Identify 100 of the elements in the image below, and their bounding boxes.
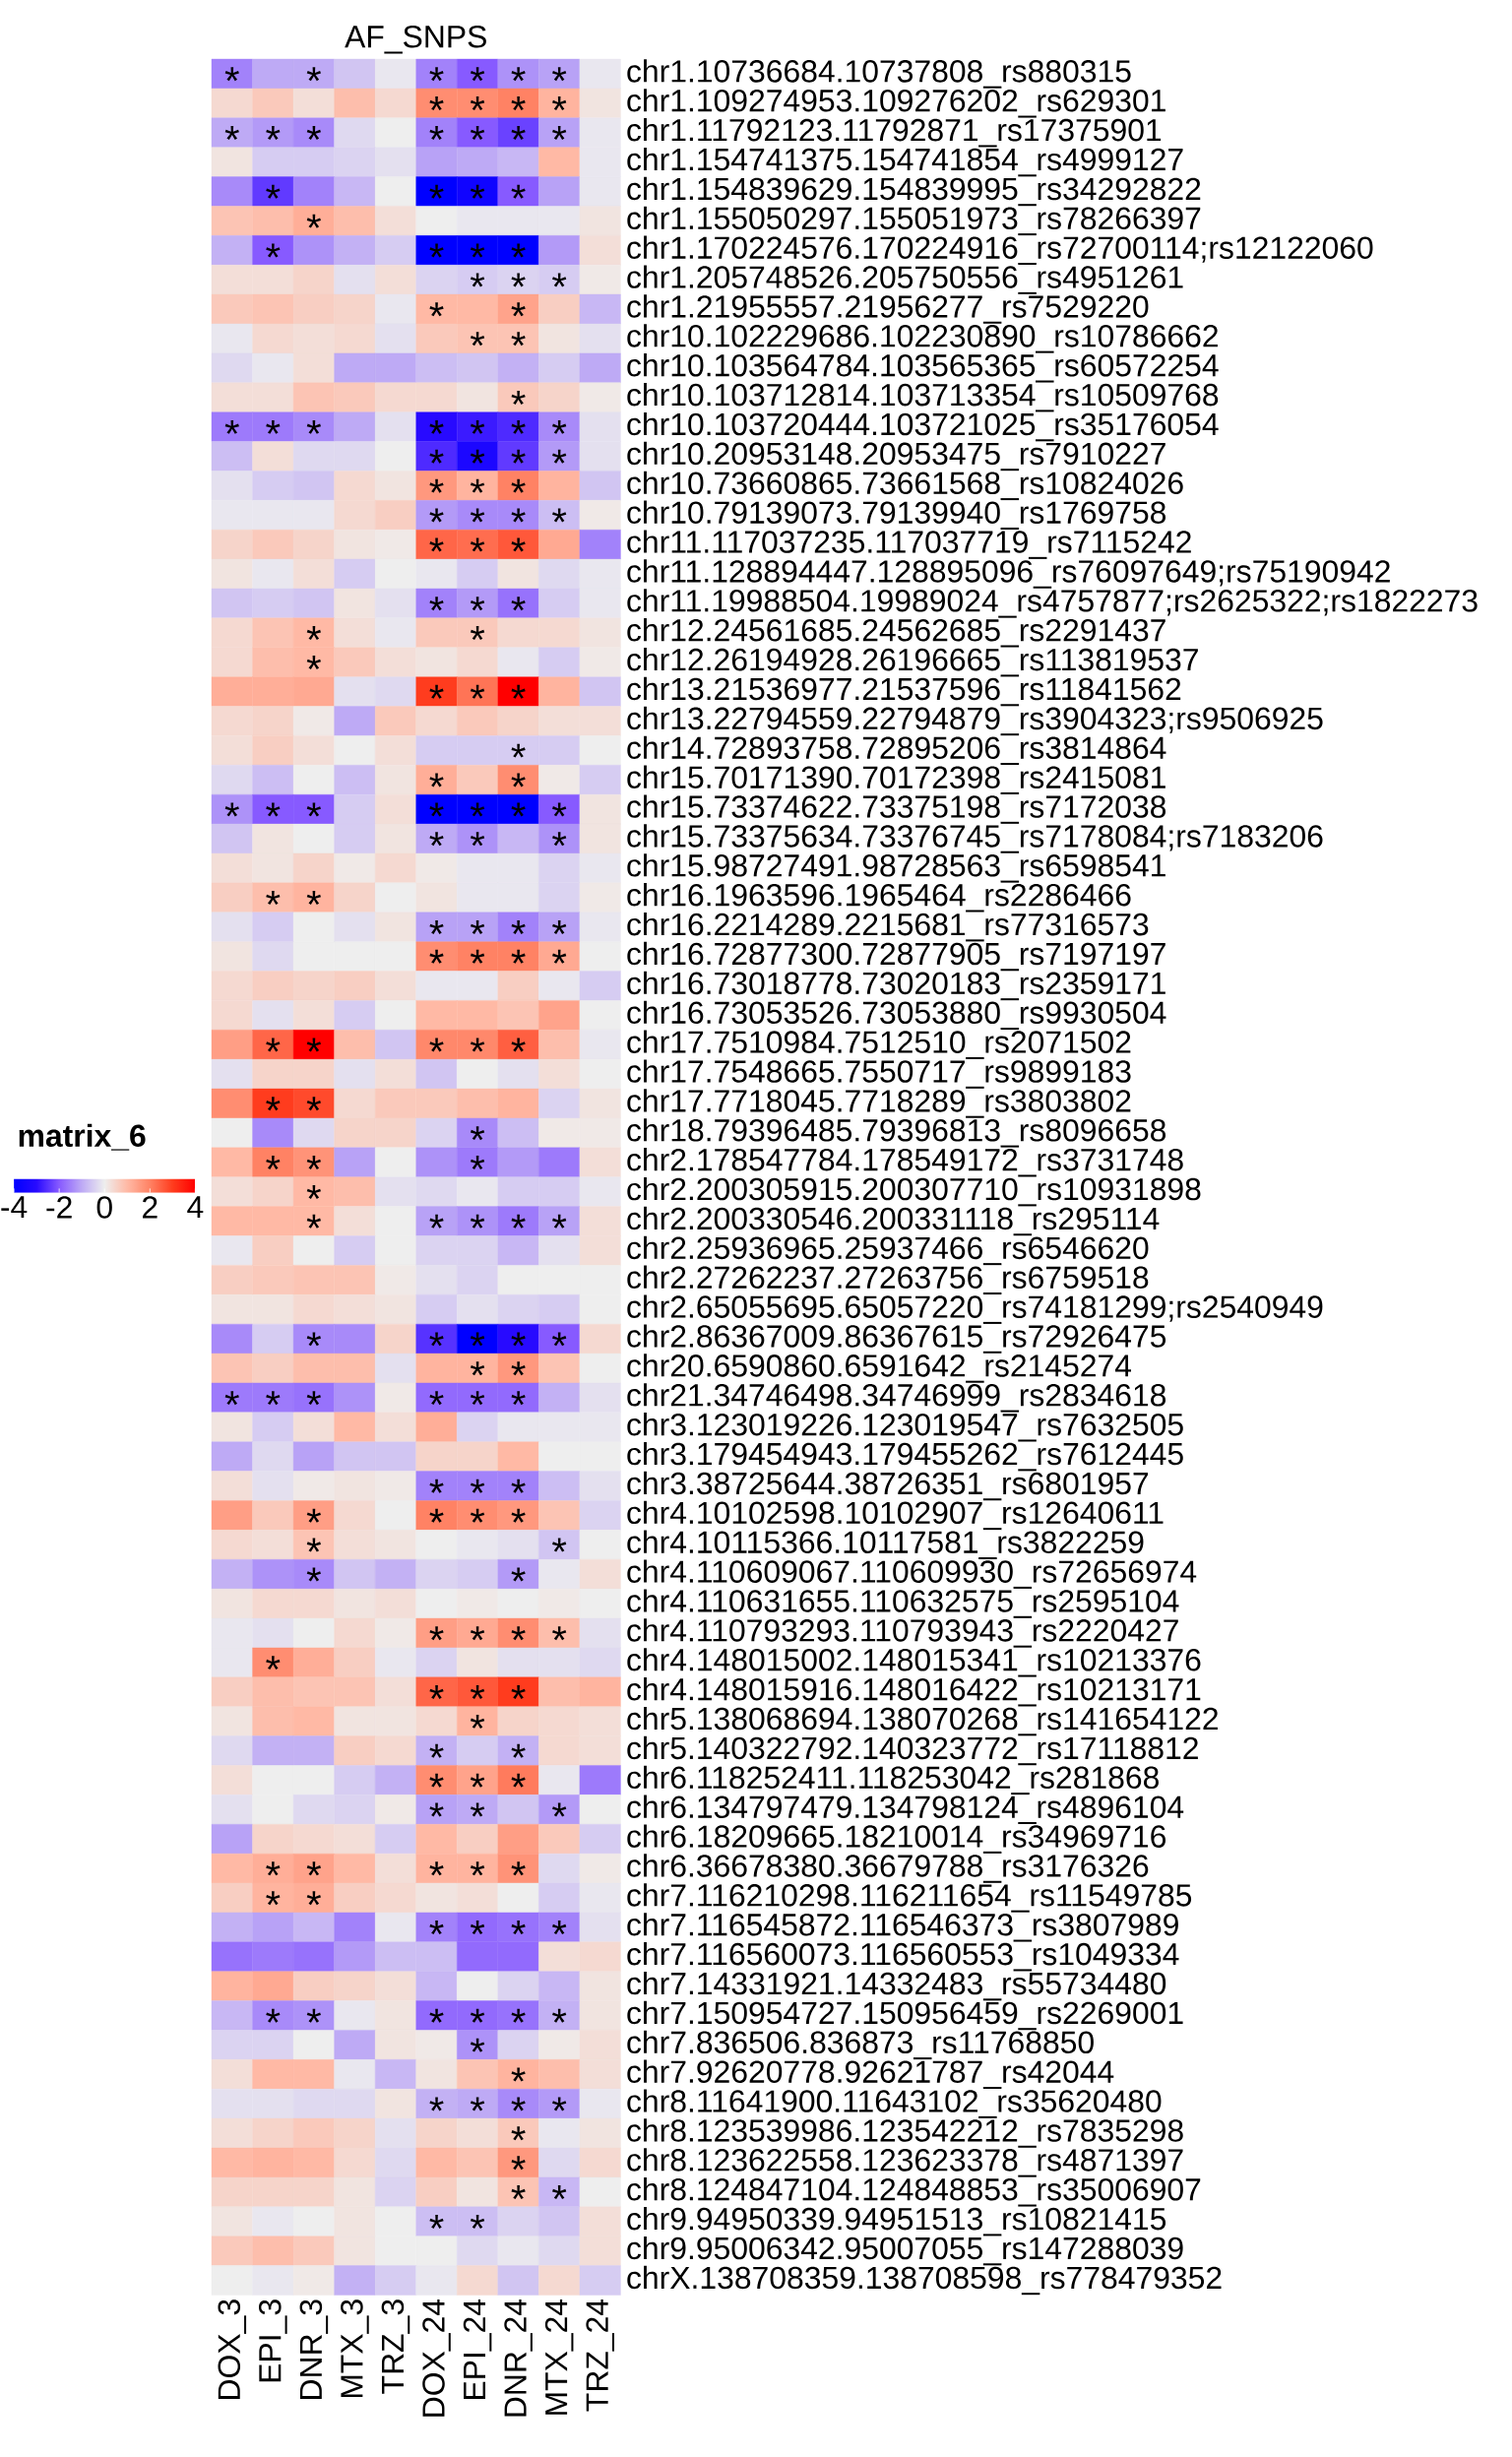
data-label: * (552, 2097, 567, 2111)
data-label: * (429, 1861, 444, 1876)
data-label: * (306, 67, 321, 82)
data-label: * (429, 126, 444, 140)
y-tick-label: chr9.94950339.94951513_rs10821415 (627, 2207, 1166, 2236)
data-label: * (511, 478, 526, 493)
data-label: * (511, 302, 526, 317)
data-label: * (511, 1391, 526, 1406)
data-label: * (429, 832, 444, 847)
data-label: * (470, 449, 485, 464)
y-tick-label: chr10.103564784.103565365_rs60572254 (627, 353, 1219, 383)
y-tick-label: chr1.205748526.205750556_rs4951261 (627, 265, 1183, 294)
data-label: * (429, 2215, 444, 2229)
y-tick-label: chr1.109274953.109276202_rs629301 (627, 89, 1166, 118)
y-tick-label: chr15.73374622.73375198_rs7172038 (627, 794, 1166, 824)
data-label: * (511, 96, 526, 111)
y-tick-label: chr7.116560073.116560553_rs1049334 (627, 1942, 1179, 1972)
data-label: * (552, 1214, 567, 1228)
x-tick-label: DOX_24 (422, 2299, 451, 2417)
y-tick-label: chr4.110609067.110609930_rs72656974 (627, 1559, 1197, 1589)
data-label: * (511, 1508, 526, 1523)
y-tick-label: chr11.128894447.128895096_rs76097649;rs75190942 (627, 559, 1390, 589)
x-tick-label: MTX_3 (341, 2300, 369, 2398)
data-label: * (552, 96, 567, 111)
data-label: * (429, 1391, 444, 1406)
data-label: * (470, 684, 485, 699)
x-tick-label: TRZ_24 (586, 2299, 614, 2412)
y-tick-label: chr6.134797479.134798124_rs4896104 (627, 1795, 1184, 1825)
data-label: * (306, 1332, 321, 1347)
y-tick-label: chr7.14331921.14332483_rs55734480 (627, 1971, 1166, 2001)
y-tick-label: chr8.11641900.11643102_rs35620480 (627, 2089, 1162, 2118)
y-tick-label: chr10.103720444.103721025_rs35176054 (627, 411, 1219, 442)
data-label: * (429, 478, 444, 493)
data-label: * (266, 126, 281, 140)
data-label: * (470, 1685, 485, 1700)
data-label: * (470, 126, 485, 140)
data-label: * (429, 2097, 444, 2111)
data-label: * (511, 390, 526, 405)
x-tick-label: DNR_3 (299, 2300, 329, 2399)
data-label: * (429, 802, 444, 817)
y-tick-label: chr2.200330546.200331118_rs295114 (627, 1206, 1160, 1236)
y-tick-label: chr1.10736684.10737808_rs880315 (627, 59, 1131, 89)
y-tick-label: chr16.73053526.73053880_rs9930504 (627, 1000, 1166, 1031)
data-label: * (552, 449, 567, 464)
data-label: * (306, 802, 321, 817)
data-label: * (552, 1332, 567, 1347)
y-tick-label: chr10.79139073.79139940_rs1769758 (627, 500, 1166, 530)
y-tick-label: chr10.20953148.20953475_rs7910227 (627, 441, 1166, 472)
y-tick-label: chr4.110793293.110793943_rs2220427 (627, 1618, 1178, 1648)
y-tick-label: chr2.86367009.86367615_rs72926475 (627, 1324, 1166, 1354)
y-tick-label: chr1.154839629.154839995_rs34292822 (627, 176, 1201, 207)
y-tick-label: chr7.116210298.116211654_rs11549785 (627, 1883, 1192, 1913)
data-label: * (511, 1685, 526, 1700)
color-bar-label: 4 (187, 1196, 204, 1219)
color-bar-label: -4 (1, 1196, 28, 1219)
data-label: * (552, 419, 567, 434)
data-label: * (429, 243, 444, 258)
data-label: * (511, 1773, 526, 1788)
data-label: * (429, 2008, 444, 2023)
data-label: * (429, 1214, 444, 1228)
data-label: * (511, 773, 526, 788)
data-label: * (306, 126, 321, 140)
data-label: * (511, 1332, 526, 1347)
y-tick-label: chr16.72877300.72877905_rs7197197 (627, 941, 1166, 972)
data-label: * (470, 802, 485, 817)
data-label: * (511, 1743, 526, 1758)
y-tick-label: chr12.24561685.24562685_rs2291437 (627, 618, 1166, 648)
color-bar-label: 0 (96, 1196, 112, 1219)
data-label: * (511, 2156, 526, 2171)
y-tick-label: chr6.118252411.118253042_rs281868 (627, 1765, 1159, 1796)
data-label: * (470, 1773, 485, 1788)
data-label: * (266, 1656, 281, 1670)
y-tick-label: chr5.138068694.138070268_rs141654122 (627, 1706, 1218, 1736)
data-label: * (511, 273, 526, 287)
data-label: * (511, 1038, 526, 1052)
data-label: * (552, 949, 567, 964)
y-tick-label: chr13.22794559.22794879_rs3904323;rs9506925 (627, 706, 1323, 736)
data-label: * (266, 419, 281, 434)
data-label: * (470, 1479, 485, 1493)
data-label: * (511, 1921, 526, 1935)
data-label: * (266, 1038, 281, 1052)
data-label: * (470, 2038, 485, 2052)
y-tick-label: chr11.19988504.19989024_rs4757877;rs2625322;rs1822273 (627, 589, 1478, 618)
y-tick-label: chr17.7548665.7550717_rs9899183 (627, 1059, 1131, 1089)
x-tick-label: EPI_24 (463, 2299, 492, 2399)
y-tick-label: chr1.154741375.154741854_rs4999127 (627, 147, 1183, 177)
data-label: * (470, 96, 485, 111)
y-tick-label: chr4.148015002.148015341_rs10213376 (627, 1648, 1201, 1677)
data-label: * (470, 1802, 485, 1817)
y-tick-label: chr7.92620778.92621787_rs42044 (627, 2059, 1114, 2089)
data-label: * (429, 1626, 444, 1641)
data-label: * (266, 802, 281, 817)
data-label: * (511, 1214, 526, 1228)
data-label: * (306, 1538, 321, 1552)
data-label: * (266, 243, 281, 258)
data-label: * (306, 1391, 321, 1406)
data-label: * (511, 2126, 526, 2141)
data-label: * (470, 1332, 485, 1347)
data-label: * (470, 2097, 485, 2111)
data-label: * (552, 832, 567, 847)
